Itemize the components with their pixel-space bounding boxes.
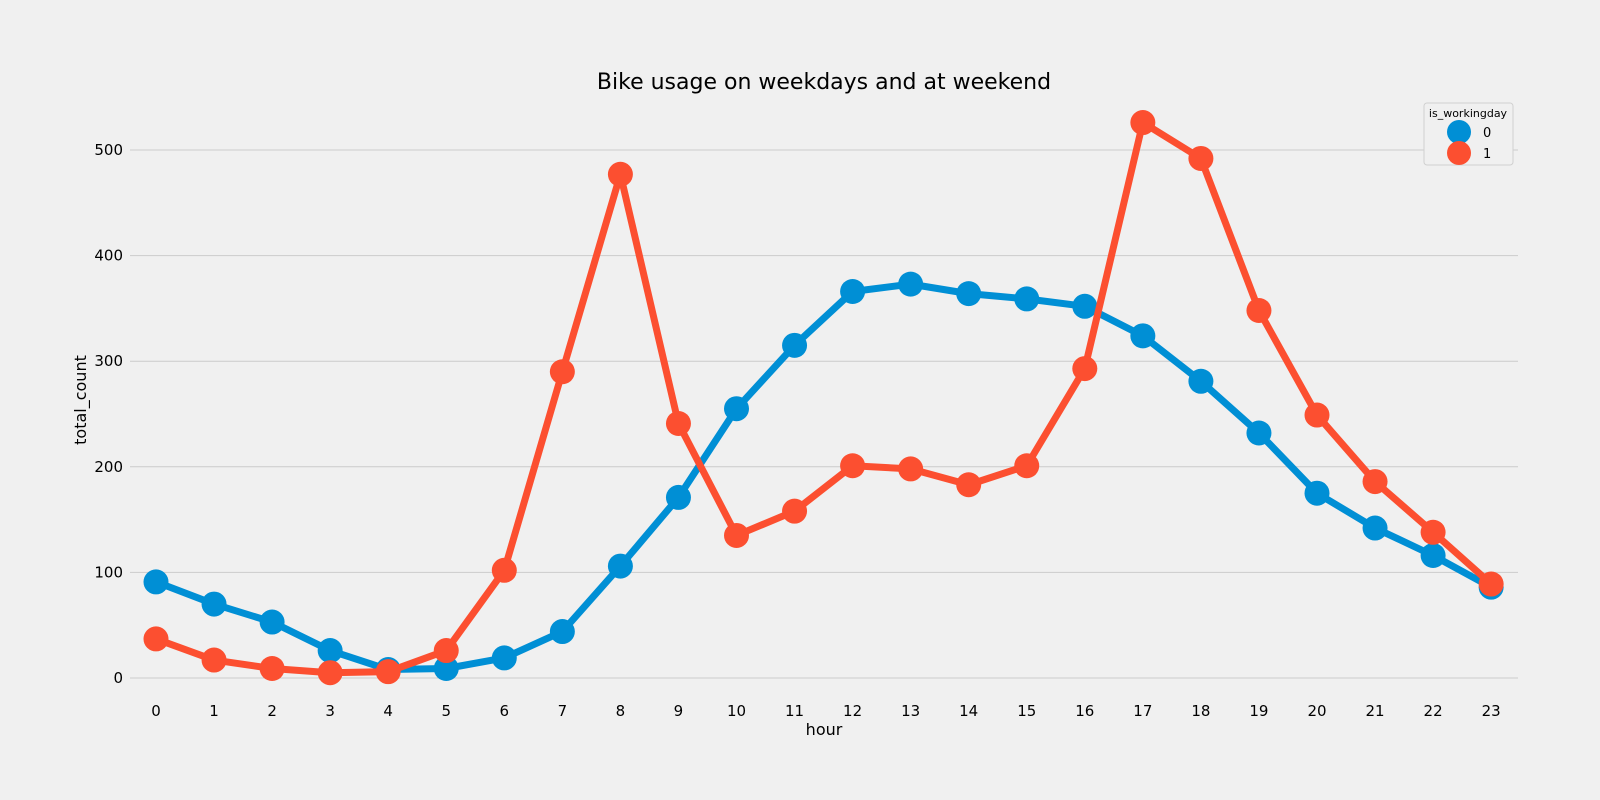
x-tick-label: 11 [785, 702, 804, 720]
data-point [1246, 420, 1272, 446]
x-tick-label: 9 [674, 702, 684, 720]
y-tick-label: 500 [94, 141, 123, 159]
data-point [491, 557, 517, 583]
x-tick-label: 6 [500, 702, 510, 720]
legend-marker [1447, 141, 1471, 165]
data-point [259, 609, 285, 635]
grid-lines [130, 149, 1518, 679]
data-point [665, 484, 691, 510]
data-point [1420, 543, 1446, 569]
legend-label: 0 [1483, 126, 1491, 141]
data-point [840, 453, 866, 479]
data-point [201, 591, 227, 617]
data-point [724, 396, 749, 422]
data-point [1304, 480, 1330, 506]
x-tick-label: 2 [267, 702, 277, 720]
y-axis-label: total_count [71, 355, 91, 445]
x-tick-label: 13 [901, 702, 920, 720]
x-tick-label: 23 [1482, 702, 1501, 720]
data-point [665, 411, 691, 437]
data-point [491, 645, 517, 671]
series-line [152, 119, 1495, 677]
data-point [433, 638, 459, 664]
data-point [898, 456, 924, 482]
x-tick-label: 21 [1366, 702, 1385, 720]
legend: is_workingday 01 [1423, 102, 1514, 166]
x-tick-label: 5 [441, 702, 451, 720]
data-point [317, 660, 343, 686]
x-tick-label: 4 [383, 702, 393, 720]
y-tick-label: 300 [94, 352, 123, 370]
x-tick-label: 12 [843, 702, 862, 720]
data-point [375, 659, 401, 685]
x-axis-label: hour [806, 720, 843, 739]
data-point [1362, 515, 1388, 541]
legend-title: is_workingday [1429, 107, 1508, 120]
x-tick-label: 8 [616, 702, 626, 720]
x-tick-label: 16 [1075, 702, 1094, 720]
data-point [1478, 571, 1504, 597]
data-point [259, 655, 285, 681]
y-tick-label: 0 [113, 669, 123, 687]
data-point [840, 279, 866, 305]
data-point [1014, 453, 1040, 479]
series-0 [143, 271, 1504, 683]
series-1 [143, 110, 1504, 686]
data-point [433, 655, 459, 681]
legend-marker [1447, 120, 1471, 144]
data-point [549, 619, 575, 645]
data-point [782, 498, 808, 524]
series-line [152, 280, 1495, 674]
data-point [956, 281, 982, 307]
x-tick-label: 1 [209, 702, 219, 720]
data-point [1072, 293, 1098, 319]
data-point [607, 553, 633, 579]
data-point [317, 638, 343, 664]
x-tick-label: 22 [1424, 702, 1443, 720]
data-point [1188, 145, 1214, 171]
x-tick-label: 0 [151, 702, 161, 720]
x-tick-label: 18 [1191, 702, 1210, 720]
x-tick-label: 7 [558, 702, 568, 720]
x-tick-label: 17 [1133, 702, 1152, 720]
data-point [956, 472, 982, 498]
data-point [1362, 469, 1388, 495]
data-point [607, 161, 633, 187]
y-axis-ticks: 0 100 200 300 400 500 [94, 141, 123, 687]
data-point [898, 271, 924, 297]
x-axis-ticks: 0 1 2 3 4 5 6 7 8 9 10 11 12 13 14 15 16 17 18 19 20 21 22 23 [151, 702, 1500, 720]
data-point [143, 569, 169, 595]
chart-title: Bike usage on weekdays and at weekend [597, 70, 1051, 95]
data-point [782, 332, 808, 358]
data-point [1014, 286, 1040, 312]
data-point [1188, 368, 1214, 394]
y-tick-label: 400 [94, 247, 123, 265]
data-point [201, 647, 227, 673]
x-tick-label: 14 [959, 702, 978, 720]
legend-items: 01 [1447, 120, 1491, 165]
data-point [549, 359, 575, 385]
x-tick-label: 19 [1249, 702, 1268, 720]
data-point [1246, 298, 1272, 324]
series-layer [143, 110, 1504, 686]
data-point [143, 626, 169, 652]
data-point [1304, 402, 1330, 428]
x-tick-label: 10 [727, 702, 746, 720]
x-tick-label: 3 [325, 702, 335, 720]
data-point [1420, 519, 1446, 545]
x-tick-label: 15 [1017, 702, 1036, 720]
legend-label: 1 [1483, 147, 1491, 162]
data-point [1130, 110, 1156, 136]
y-tick-label: 200 [94, 458, 123, 476]
data-point [1072, 356, 1098, 382]
y-tick-label: 100 [94, 563, 123, 581]
data-point [724, 522, 749, 548]
data-point [1130, 323, 1156, 349]
x-tick-label: 20 [1307, 702, 1326, 720]
